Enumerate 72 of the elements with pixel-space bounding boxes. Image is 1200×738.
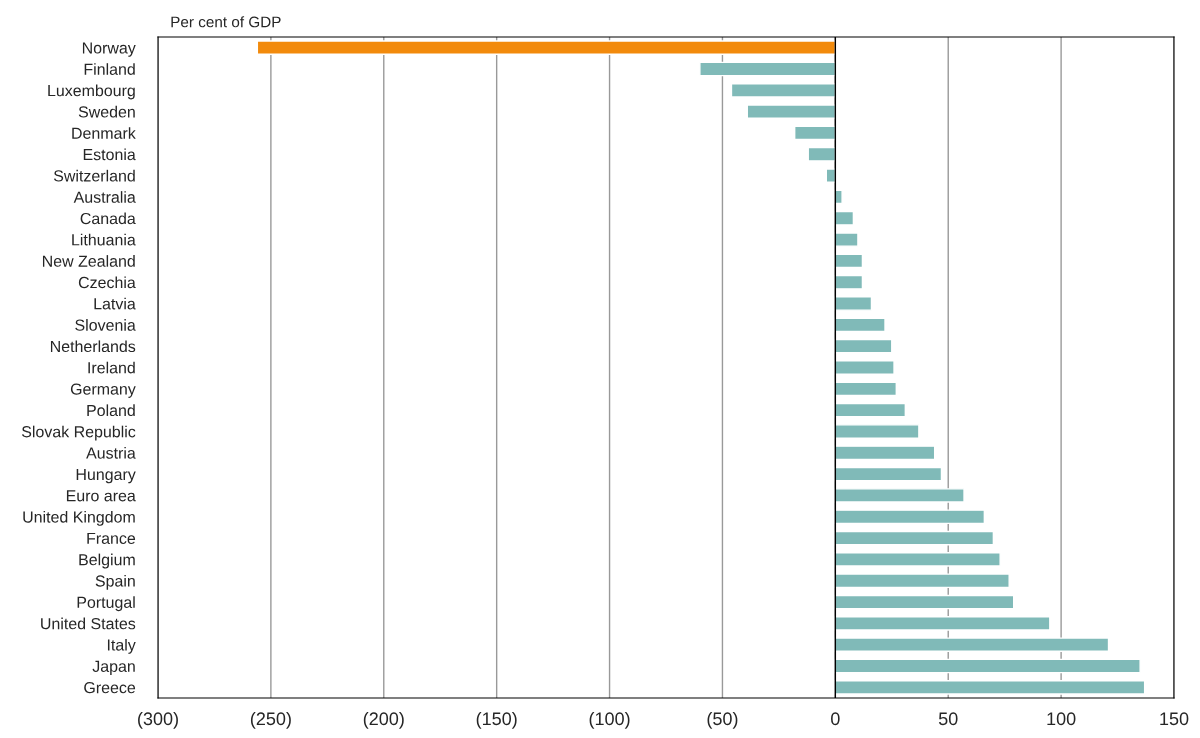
x-tick-label: (250): [250, 711, 291, 729]
y-tick-label: Netherlands: [50, 340, 136, 353]
y-tick-label: Euro area: [66, 490, 136, 502]
bar: [834, 232, 859, 247]
y-tick-label: Switzerland: [53, 169, 135, 182]
bar: [834, 594, 1015, 610]
bar: [793, 125, 837, 141]
x-tick-label: (50): [707, 711, 738, 729]
bar: [834, 317, 886, 333]
bar: [834, 530, 995, 546]
bar: [730, 83, 837, 98]
bar: [834, 466, 943, 482]
y-tick-label: Slovak Republic: [21, 425, 136, 441]
y-tick-label: Germany: [70, 383, 136, 398]
y-tick-label: Greece: [84, 681, 136, 694]
bar: [834, 488, 965, 503]
y-tick-label: Sweden: [78, 105, 135, 118]
bar: [834, 552, 1001, 567]
bar: [834, 296, 873, 311]
x-tick-label: 0: [831, 712, 840, 726]
x-tick-label: (300): [138, 711, 178, 729]
y-tick-label: Austria: [86, 447, 136, 459]
bar: [834, 424, 920, 439]
bar: [834, 253, 864, 269]
bar: [834, 658, 1141, 674]
bar: [746, 104, 837, 119]
y-tick-label: Luxembourg: [48, 84, 135, 100]
y-tick-label: Latvia: [94, 297, 136, 310]
x-tick-label: 100: [1047, 712, 1076, 726]
y-tick-label: United Kingdom: [23, 510, 135, 526]
y-tick-label: Australia: [73, 191, 136, 203]
bar: [834, 402, 907, 418]
x-tick-label: 50: [938, 712, 958, 726]
y-tick-label: Belgium: [79, 553, 135, 569]
bar: [834, 360, 895, 375]
bar: [834, 637, 1110, 652]
x-tick-label: 150: [1160, 712, 1189, 726]
y-tick-label: Ireland: [88, 361, 135, 374]
bar: [807, 146, 837, 162]
y-tick-label: Italy: [107, 638, 136, 654]
x-tick-label: (100): [589, 711, 630, 729]
y-tick-label: New Zealand: [42, 255, 135, 267]
bar: [834, 381, 897, 397]
y-tick-label: United States: [41, 617, 136, 630]
y-tick-label: Portugal: [77, 596, 135, 612]
y-tick-label: Denmark: [72, 127, 136, 139]
x-tick-label: (150): [476, 711, 517, 729]
y-tick-label: Poland: [87, 404, 135, 417]
bar: [834, 338, 893, 354]
bar: [834, 680, 1146, 695]
y-tick-label: Spain: [95, 574, 135, 590]
y-tick-label: Estonia: [83, 148, 136, 161]
bar: [834, 274, 864, 290]
bar: [825, 168, 837, 183]
y-tick-label: Slovenia: [75, 319, 136, 331]
x-tick-label: (200): [363, 711, 404, 729]
bar: [834, 210, 855, 226]
y-tick-label: Lithuania: [72, 233, 136, 246]
y-tick-label: Norway: [82, 42, 136, 57]
bar: [834, 445, 936, 461]
y-tick-label: Finland: [84, 63, 135, 75]
bar: [834, 616, 1051, 631]
y-axis-title: Per cent of GDP: [171, 16, 281, 28]
y-tick-label: France: [87, 532, 136, 545]
bar: [256, 40, 837, 55]
bar: [699, 61, 837, 77]
bar: [834, 509, 986, 525]
bar: [834, 573, 1010, 589]
y-tick-label: Japan: [92, 660, 135, 676]
y-tick-label: Hungary: [76, 468, 136, 484]
y-tick-label: Canada: [80, 212, 136, 225]
y-tick-label: Czechia: [78, 276, 136, 289]
